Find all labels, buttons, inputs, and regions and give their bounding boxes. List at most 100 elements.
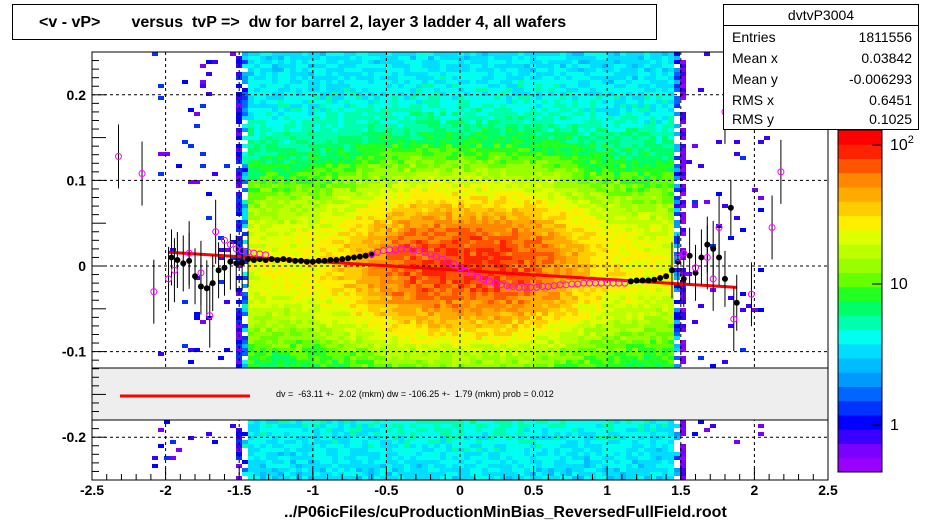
heatmap-cell: [332, 200, 338, 204]
heatmap-cell: [494, 336, 500, 340]
heatmap-cell: [380, 80, 386, 84]
heatmap-cell: [506, 108, 512, 112]
heatmap-cell: [422, 324, 428, 328]
heatmap-cell: [350, 340, 356, 344]
heatmap-cell: [248, 324, 254, 328]
heatmap-cell: [452, 424, 458, 428]
heatmap-cell: [506, 344, 512, 348]
heatmap-cell: [332, 192, 338, 196]
heatmap-cell: [290, 56, 296, 60]
heatmap-cell: [332, 468, 338, 472]
heatmap-cell: [350, 300, 356, 304]
heatmap-cell: [422, 296, 428, 300]
heatmap-cell: [308, 424, 314, 428]
heatmap-cell: [446, 436, 452, 440]
heatmap-cell: [266, 172, 272, 176]
heatmap-cell: [290, 356, 296, 360]
heatmap-cell: [332, 448, 338, 452]
heatmap-cell: [476, 436, 482, 440]
heatmap-cell: [494, 244, 500, 248]
heatmap-cell: [500, 212, 506, 216]
heatmap-cell: [380, 448, 386, 452]
heatmap-cell: [458, 364, 464, 368]
heatmap-cell: [428, 364, 434, 368]
heatmap-cell: [446, 164, 452, 168]
heatmap-cell: [476, 128, 482, 132]
heatmap-cell: [278, 316, 284, 320]
heatmap-cell: [344, 112, 350, 116]
heatmap-cell: [272, 200, 278, 204]
heatmap-cell: [458, 332, 464, 336]
heatmap-cell: [434, 276, 440, 280]
heatmap-cell: [368, 124, 374, 128]
heatmap-cell: [368, 108, 374, 112]
heatmap-cell: [350, 84, 356, 88]
heatmap-cell: [290, 460, 296, 464]
heatmap-cell: [248, 188, 254, 192]
heatmap-cell: [296, 476, 302, 480]
heatmap-cell: [464, 124, 470, 128]
heatmap-cell: [302, 296, 308, 300]
heatmap-cell: [494, 64, 500, 68]
heatmap-cell: [332, 336, 338, 340]
heatmap-cell: [260, 176, 266, 180]
heatmap-cell: [362, 72, 368, 76]
heatmap-cell: [290, 240, 296, 244]
heatmap-cell: [386, 320, 392, 324]
heatmap-cell: [446, 64, 452, 68]
heatmap-cell: [290, 300, 296, 304]
heatmap-cell: [350, 324, 356, 328]
heatmap-cell: [380, 452, 386, 456]
heatmap-cell: [356, 60, 362, 64]
heatmap-cell: [344, 328, 350, 332]
heatmap-cell: [284, 280, 290, 284]
heatmap-cell: [350, 236, 356, 240]
heatmap-cell: [380, 180, 386, 184]
heatmap-cell: [326, 120, 332, 124]
heatmap-cell: [374, 432, 380, 436]
heatmap-cell: [410, 336, 416, 340]
heatmap-cell: [482, 104, 488, 108]
heatmap-cell: [488, 128, 494, 132]
heatmap-cell: [338, 316, 344, 320]
heatmap-cell: [422, 148, 428, 152]
heatmap-cell: [314, 444, 320, 448]
heatmap-cell: [290, 348, 296, 352]
heatmap-cell: [434, 212, 440, 216]
heatmap-cell: [326, 168, 332, 172]
heatmap-cell: [248, 124, 254, 128]
heatmap-cell: [368, 268, 374, 272]
heatmap-cell: [248, 160, 254, 164]
heatmap-cell: [344, 252, 350, 256]
heatmap-cell: [314, 288, 320, 292]
heatmap-cell: [290, 316, 296, 320]
heatmap-cell: [344, 176, 350, 180]
heatmap-cell: [344, 244, 350, 248]
heatmap-cell: [290, 112, 296, 116]
heatmap-cell: [482, 112, 488, 116]
heatmap-cell: [320, 56, 326, 60]
heatmap-cell: [440, 348, 446, 352]
heatmap-cell: [506, 112, 512, 116]
heatmap-cell: [410, 364, 416, 368]
heatmap-cell: [290, 92, 296, 96]
heatmap-cell: [404, 196, 410, 200]
heatmap-cell: [452, 208, 458, 212]
heatmap-cell: [392, 268, 398, 272]
heatmap-cell: [500, 204, 506, 208]
heatmap-cell: [248, 232, 254, 236]
heatmap-cell: [290, 104, 296, 108]
heatmap-cell: [218, 256, 224, 260]
heatmap-cell: [386, 252, 392, 256]
heatmap-cell: [416, 256, 422, 260]
heatmap-cell: [278, 476, 284, 480]
heatmap-cell: [488, 64, 494, 68]
heatmap-cell: [320, 300, 326, 304]
heatmap-cell: [314, 304, 320, 308]
heatmap-cell: [416, 192, 422, 196]
heatmap-cell: [368, 444, 374, 448]
heatmap-cell: [254, 76, 260, 80]
heatmap-cell: [452, 160, 458, 164]
heatmap-cell: [428, 52, 434, 56]
heatmap-cell: [344, 292, 350, 296]
